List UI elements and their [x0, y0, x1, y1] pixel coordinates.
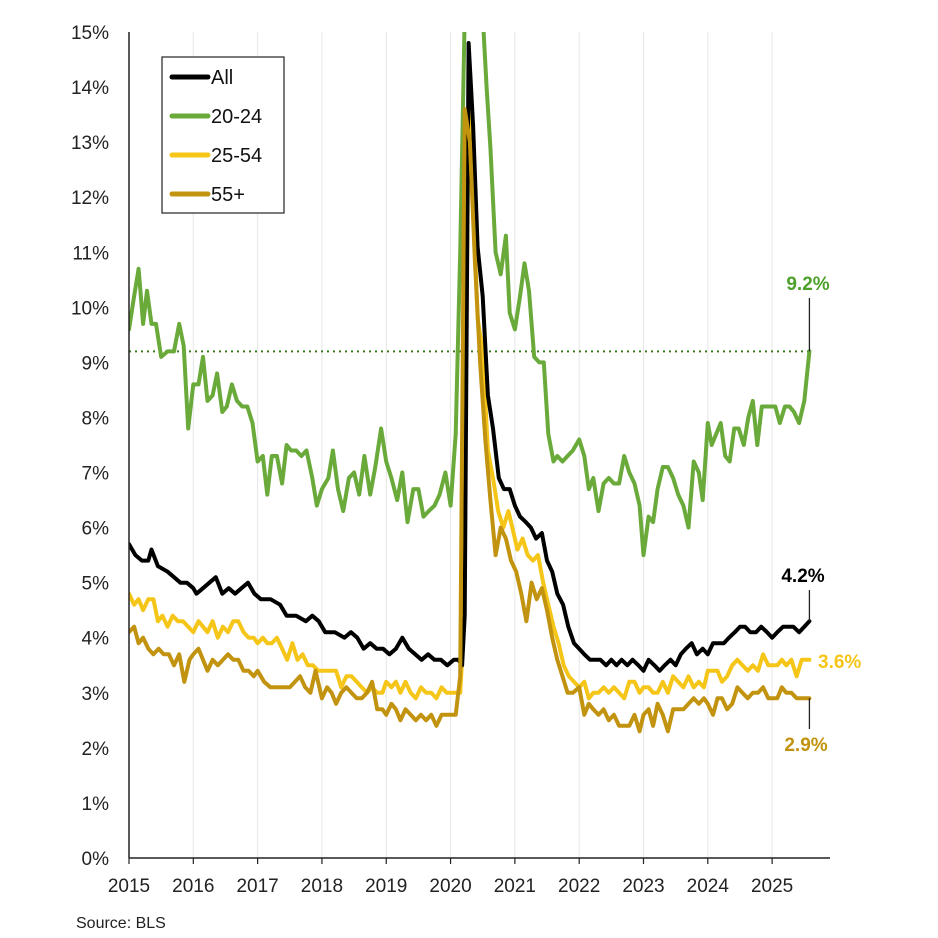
legend-label-25-54: 25-54 [211, 145, 262, 167]
y-tick-label: 2% [82, 739, 110, 760]
series-line-All [129, 41, 812, 673]
end-label-25-54: 3.6% [818, 652, 861, 673]
x-tick-label: 2015 [108, 876, 150, 897]
y-tick-label: 14% [71, 78, 109, 99]
x-tick-label: 2022 [558, 876, 600, 897]
end-label-layer: 4.2% 9.2% 3.6% 2.9% [781, 274, 861, 756]
y-tick-label: 13% [71, 133, 109, 154]
y-tick-label: 0% [82, 849, 110, 870]
legend-label-55plus: 55+ [211, 184, 245, 206]
y-tick-label: 12% [71, 188, 109, 209]
series-line-20-24 [129, 32, 812, 558]
y-tick-label: 11% [72, 243, 109, 264]
y-tick-label: 3% [82, 684, 110, 705]
x-tick-label: 2017 [236, 876, 278, 897]
end-label-All: 4.2% [781, 566, 824, 587]
x-tick-label: 2019 [365, 876, 407, 897]
legend-box [161, 56, 285, 214]
x-tick-label: 2023 [622, 876, 664, 897]
x-tick-label: 2016 [172, 876, 214, 897]
legend-label-All: All [211, 67, 233, 89]
axes-layer: 2015 2016 2017 2018 2019 2020 2021 2022 2023 2024… [71, 23, 830, 897]
y-tick-label: 4% [82, 629, 110, 650]
y-tick-label: 8% [82, 408, 110, 429]
y-tick-label: 15% [71, 23, 109, 44]
series-line-55plus [129, 107, 812, 734]
y-tick-label: 7% [82, 464, 110, 485]
source-note: Source: BLS [76, 915, 166, 932]
end-label-55plus: 2.9% [784, 735, 827, 756]
x-tick-label: 2025 [751, 876, 793, 897]
x-tick-label: 2018 [301, 876, 343, 897]
x-tick-label: 2020 [429, 876, 471, 897]
legend: All 20-24 25-54 55+ [161, 56, 285, 214]
y-tick-label: 1% [82, 794, 110, 815]
x-tick-label: 2021 [494, 876, 536, 897]
x-tick-label: 2024 [687, 876, 730, 897]
y-tick-label: 6% [82, 519, 110, 540]
y-tick-label: 5% [82, 574, 110, 595]
y-tick-label: 9% [82, 353, 110, 374]
y-tick-label: 10% [71, 298, 109, 319]
end-label-20-24: 9.2% [786, 274, 829, 295]
series-layer [129, 32, 812, 734]
legend-label-20-24: 20-24 [211, 106, 262, 128]
